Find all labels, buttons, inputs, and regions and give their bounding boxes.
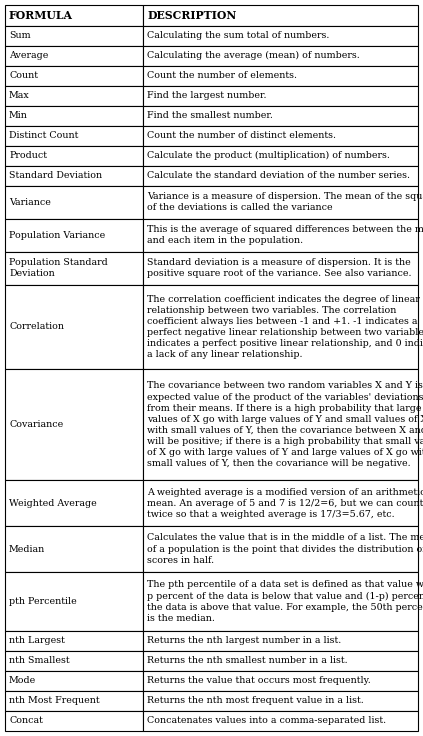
Bar — [5, 146, 143, 166]
Text: Population Standard
Deviation: Population Standard Deviation — [9, 258, 108, 278]
Text: Calculate the standard deviation of the number series.: Calculate the standard deviation of the … — [147, 171, 410, 180]
Text: Mode: Mode — [9, 676, 36, 685]
Text: Returns the nth smallest number in a list.: Returns the nth smallest number in a lis… — [147, 657, 348, 665]
Text: Calculating the average (mean) of numbers.: Calculating the average (mean) of number… — [147, 51, 360, 60]
Bar — [143, 85, 418, 105]
Bar — [5, 85, 143, 105]
Text: The covariance between two random variables X and Y is the
expected value of the: The covariance between two random variab… — [147, 381, 423, 468]
Bar — [5, 285, 143, 369]
Text: Product: Product — [9, 151, 47, 160]
Text: Variance is a measure of dispersion. The mean of the square
of the deviations is: Variance is a measure of dispersion. The… — [147, 192, 423, 212]
Text: nth Largest: nth Largest — [9, 637, 65, 645]
Bar — [143, 66, 418, 85]
Bar — [143, 651, 418, 671]
Bar — [143, 252, 418, 285]
Bar — [143, 46, 418, 66]
Text: Average: Average — [9, 51, 48, 60]
Bar — [5, 219, 143, 252]
Text: Count the number of elements.: Count the number of elements. — [147, 71, 297, 80]
Bar — [5, 66, 143, 85]
Text: This is the average of squared differences between the mean
and each item in the: This is the average of squared differenc… — [147, 225, 423, 245]
Text: DESCRIPTION: DESCRIPTION — [147, 10, 237, 21]
Text: Calculate the product (multiplication) of numbers.: Calculate the product (multiplication) o… — [147, 151, 390, 160]
Bar — [5, 691, 143, 711]
Bar — [143, 631, 418, 651]
Bar — [5, 572, 143, 631]
Text: Weighted Average: Weighted Average — [9, 498, 97, 508]
Bar — [5, 5, 143, 26]
Text: nth Smallest: nth Smallest — [9, 657, 70, 665]
Text: Covariance: Covariance — [9, 420, 63, 429]
Text: Median: Median — [9, 545, 45, 553]
Text: Calculating the sum total of numbers.: Calculating the sum total of numbers. — [147, 31, 330, 40]
Bar — [5, 671, 143, 691]
Text: Returns the value that occurs most frequently.: Returns the value that occurs most frequ… — [147, 676, 371, 685]
Bar — [5, 252, 143, 285]
Bar — [143, 105, 418, 126]
Text: Find the smallest number.: Find the smallest number. — [147, 111, 273, 120]
Text: Find the largest number.: Find the largest number. — [147, 91, 267, 100]
Bar — [5, 46, 143, 66]
Bar — [143, 526, 418, 572]
Bar — [143, 26, 418, 46]
Text: Standard deviation is a measure of dispersion. It is the
positive square root of: Standard deviation is a measure of dispe… — [147, 258, 412, 278]
Bar — [143, 219, 418, 252]
Text: nth Most Frequent: nth Most Frequent — [9, 696, 100, 706]
Text: A weighted average is a modified version of an arithmetic
mean. An average of 5 : A weighted average is a modified version… — [147, 487, 423, 519]
Text: Standard Deviation: Standard Deviation — [9, 171, 102, 180]
Bar — [5, 711, 143, 731]
Bar — [5, 526, 143, 572]
Bar — [5, 631, 143, 651]
Text: Calculates the value that is in the middle of a list. The median
of a population: Calculates the value that is in the midd… — [147, 534, 423, 565]
Bar — [5, 105, 143, 126]
Bar — [143, 185, 418, 219]
Text: Correlation: Correlation — [9, 322, 64, 331]
Text: Sum: Sum — [9, 31, 30, 40]
Bar — [5, 166, 143, 185]
Bar — [5, 369, 143, 480]
Bar — [5, 480, 143, 526]
Bar — [143, 126, 418, 146]
Bar — [143, 5, 418, 26]
Bar — [143, 572, 418, 631]
Bar — [143, 369, 418, 480]
Text: Max: Max — [9, 91, 30, 100]
Bar — [143, 146, 418, 166]
Bar — [143, 285, 418, 369]
Bar — [143, 671, 418, 691]
Text: Returns the nth most frequent value in a list.: Returns the nth most frequent value in a… — [147, 696, 364, 706]
Text: Distinct Count: Distinct Count — [9, 131, 78, 140]
Text: Returns the nth largest number in a list.: Returns the nth largest number in a list… — [147, 637, 342, 645]
Text: FORMULA: FORMULA — [9, 10, 73, 21]
Bar — [5, 26, 143, 46]
Text: Concat: Concat — [9, 716, 43, 726]
Text: The correlation coefficient indicates the degree of linear
relationship between : The correlation coefficient indicates th… — [147, 294, 423, 359]
Text: Count the number of distinct elements.: Count the number of distinct elements. — [147, 131, 336, 140]
Bar — [143, 691, 418, 711]
Bar — [143, 711, 418, 731]
Bar — [5, 651, 143, 671]
Text: Population Variance: Population Variance — [9, 230, 105, 239]
Text: Concatenates values into a comma-separated list.: Concatenates values into a comma-separat… — [147, 716, 387, 726]
Bar — [5, 126, 143, 146]
Text: Variance: Variance — [9, 197, 51, 207]
Text: pth Percentile: pth Percentile — [9, 597, 77, 606]
Bar — [143, 480, 418, 526]
Text: Count: Count — [9, 71, 38, 80]
Bar — [5, 185, 143, 219]
Text: The pth percentile of a data set is defined as that value where
p percent of the: The pth percentile of a data set is defi… — [147, 580, 423, 623]
Text: Min: Min — [9, 111, 28, 120]
Bar — [143, 166, 418, 185]
